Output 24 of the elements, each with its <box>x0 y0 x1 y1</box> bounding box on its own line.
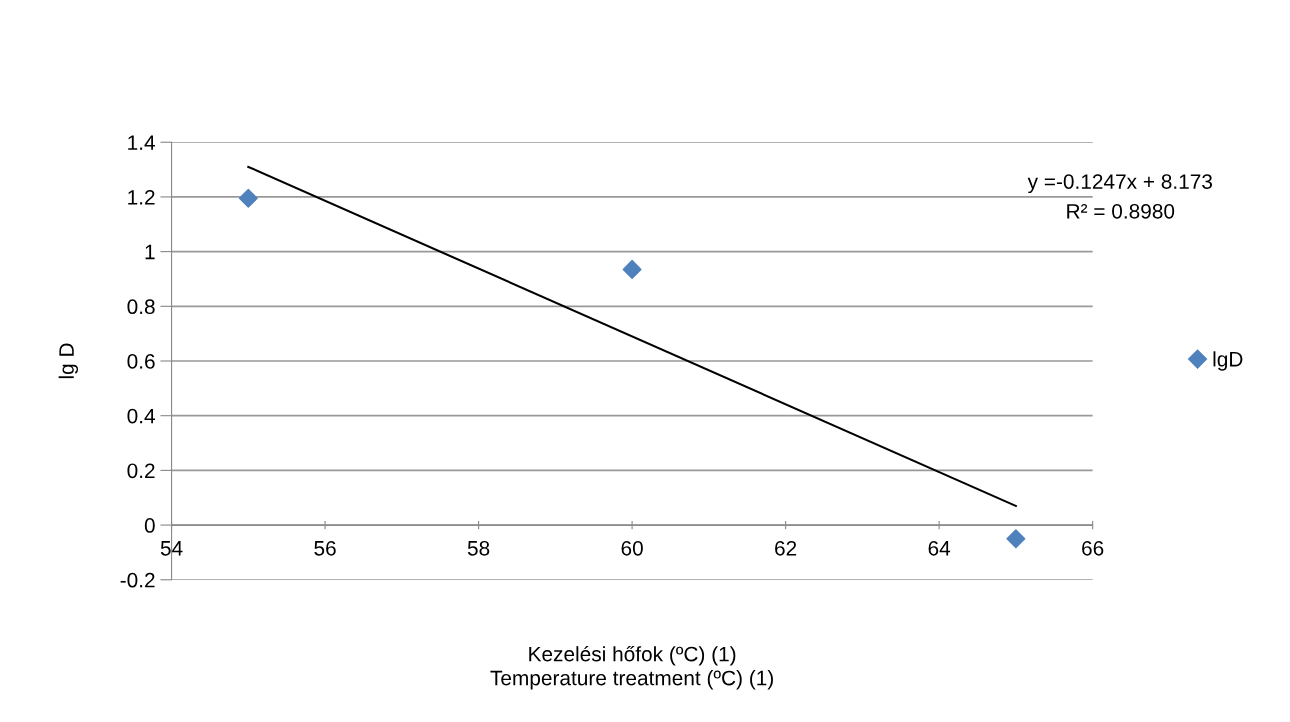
y-tick-label: 0.2 <box>127 463 155 479</box>
point <box>622 259 642 279</box>
y-tick-label: 0.6 <box>127 354 155 369</box>
x-tick-label: 58 <box>467 540 490 556</box>
y-axis-title: lg D <box>58 343 79 379</box>
y-tick-label: 0 <box>144 518 155 533</box>
y-tick-label: 0.4 <box>127 408 155 424</box>
x-tick-label: 66 <box>1082 540 1104 556</box>
x-tick-label: 62 <box>775 540 797 556</box>
annotation: y =-0.1247x + 8.173 <box>1027 174 1213 194</box>
y-tick-label: 1.4 <box>128 135 155 150</box>
point <box>238 188 258 208</box>
x-tick-label: 54 <box>160 541 183 556</box>
y-tick-label: -0.2 <box>120 572 155 588</box>
y-tick-label: 0.8 <box>127 299 155 315</box>
x-tick-label: 64 <box>928 540 951 556</box>
point <box>1006 529 1026 549</box>
x-tick-label: 56 <box>314 540 336 556</box>
annotation: R² = 0.8980 <box>1067 203 1175 219</box>
x-axis-title: Kezelési hőfok (ºC) (1) Temperature treatment (ºC) (1) <box>490 645 773 690</box>
y-tick-label: 1 <box>145 244 155 260</box>
y-tick-label: 1.2 <box>128 189 155 205</box>
x-tick-label: 60 <box>621 540 643 556</box>
legend-label: lgD <box>1213 351 1243 371</box>
